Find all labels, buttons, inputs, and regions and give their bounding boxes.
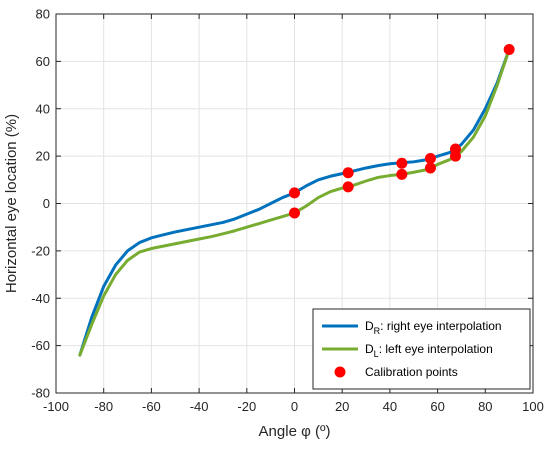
x-tick-label: -40: [190, 399, 209, 414]
x-tick-label: 100: [522, 399, 544, 414]
legend-label-right-eye: DR: right eye interpolation: [365, 319, 502, 336]
legend-name-right-eye: right eye interpolation: [387, 319, 502, 333]
x-axis-label: Angle φ (º): [259, 423, 331, 440]
y-tick-label: 20: [36, 149, 50, 164]
legend-prefix-left-eye: D: [365, 342, 374, 356]
legend-prefix-right-eye: D: [365, 319, 374, 333]
x-tick-label: -80: [94, 399, 113, 414]
calibration-point: [503, 44, 515, 56]
calibration-point: [396, 157, 408, 169]
legend-colon: :: [379, 342, 386, 356]
calibration-point: [342, 181, 354, 193]
calibration-point: [424, 162, 436, 174]
legend-label-left-eye: DL: left eye interpolation: [365, 342, 493, 359]
y-tick-label: -60: [31, 338, 50, 353]
legend-name-left-eye: left eye interpolation: [385, 342, 492, 356]
calibration-point: [289, 207, 300, 219]
x-tick-label: 40: [383, 399, 397, 414]
x-tick-label: 80: [478, 399, 492, 414]
x-tick-label: -20: [237, 399, 256, 414]
legend-subscript-left-eye: L: [374, 349, 379, 359]
series-line-right-eye-interpolation: [78, 48, 511, 357]
y-tick-label: -80: [31, 386, 50, 401]
y-axis-ticks: -80 -60 -40 -20 0 20 40 60 80: [31, 7, 533, 401]
legend-colon: :: [380, 319, 387, 333]
calibration-point: [289, 187, 300, 199]
x-tick-label: 60: [430, 399, 444, 414]
x-tick-label: 0: [291, 399, 298, 414]
x-tick-label: -60: [142, 399, 161, 414]
y-axis-label: Horizontal eye location (%): [3, 114, 20, 293]
legend: DR: right eye interpolation DL: left eye…: [312, 308, 531, 390]
x-tick-label: -100: [43, 399, 69, 414]
calibration-point: [424, 152, 436, 164]
legend-subscript-right-eye: R: [374, 326, 381, 336]
y-tick-label: -20: [31, 243, 50, 258]
calibration-point: [449, 150, 461, 162]
x-tick-label: 20: [335, 399, 349, 414]
series-layer: [78, 44, 515, 357]
x-axis-ticks: -100 -80 -60 -40 -20 0 20 40 60 80 100: [43, 14, 544, 414]
series-line-left-eye-interpolation: [78, 48, 511, 357]
y-tick-label: -40: [31, 291, 50, 306]
y-tick-label: 0: [43, 196, 50, 211]
calibration-point: [396, 168, 408, 180]
y-tick-label: 80: [36, 7, 50, 22]
legend-label-calibration: Calibration points: [365, 365, 458, 379]
y-tick-label: 40: [36, 101, 50, 116]
calibration-point: [342, 167, 354, 179]
y-tick-label: 60: [36, 54, 50, 69]
legend-marker-calibration: [334, 366, 346, 378]
